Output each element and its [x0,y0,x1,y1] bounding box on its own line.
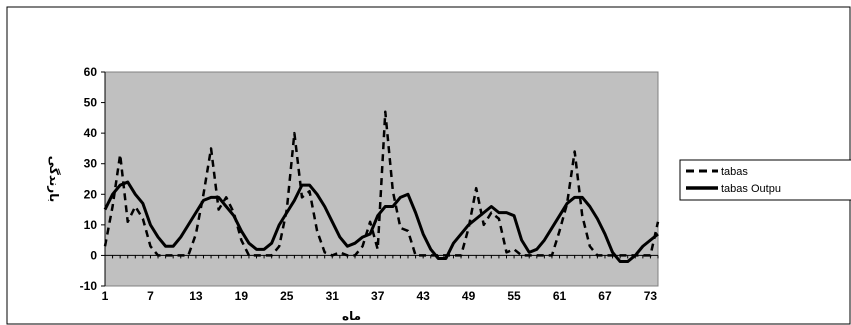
series-line-tabas-output [103,180,659,264]
legend-label-tabas: tabas [721,166,748,178]
y-tick-label: 20 [84,187,98,201]
y-tick-label: 50 [84,96,98,110]
y-tick-label: 10 [84,218,98,232]
x-tick-label: 61 [553,289,567,303]
x-tick-label: 73 [644,289,658,303]
legend-label-tabas-output: tabas Outpu [721,183,781,195]
legend-box [679,159,851,201]
y-tick-label: 0 [90,248,97,262]
x-tick-label: 67 [598,289,612,303]
x-tick-label: 37 [371,289,385,303]
y-axis-label: بارندگی [47,156,61,202]
legend: tabas tabas Outpu [679,159,851,201]
x-tick-label: 19 [235,289,249,303]
y-tick-label: -10 [80,279,98,293]
x-axis-label: ماه [342,309,361,323]
tick-labels: -10 0 10 20 30 40 50 60 1 7 13 19 25 31 37 43 49 55 61 67 73 [80,65,658,303]
x-tick-label: 49 [462,289,476,303]
y-tick-label: 40 [84,126,98,140]
x-tick-label: 1 [102,289,109,303]
y-tick-label: 60 [84,65,98,79]
x-tick-label: 43 [416,289,430,303]
x-tick-label: 13 [189,289,203,303]
x-tick-label: 7 [147,289,154,303]
series-layer [103,110,660,264]
x-tick-label: 25 [280,289,294,303]
x-tick-label: 31 [326,289,340,303]
y-tick-label: 30 [84,157,98,171]
x-tick-label: 55 [507,289,521,303]
